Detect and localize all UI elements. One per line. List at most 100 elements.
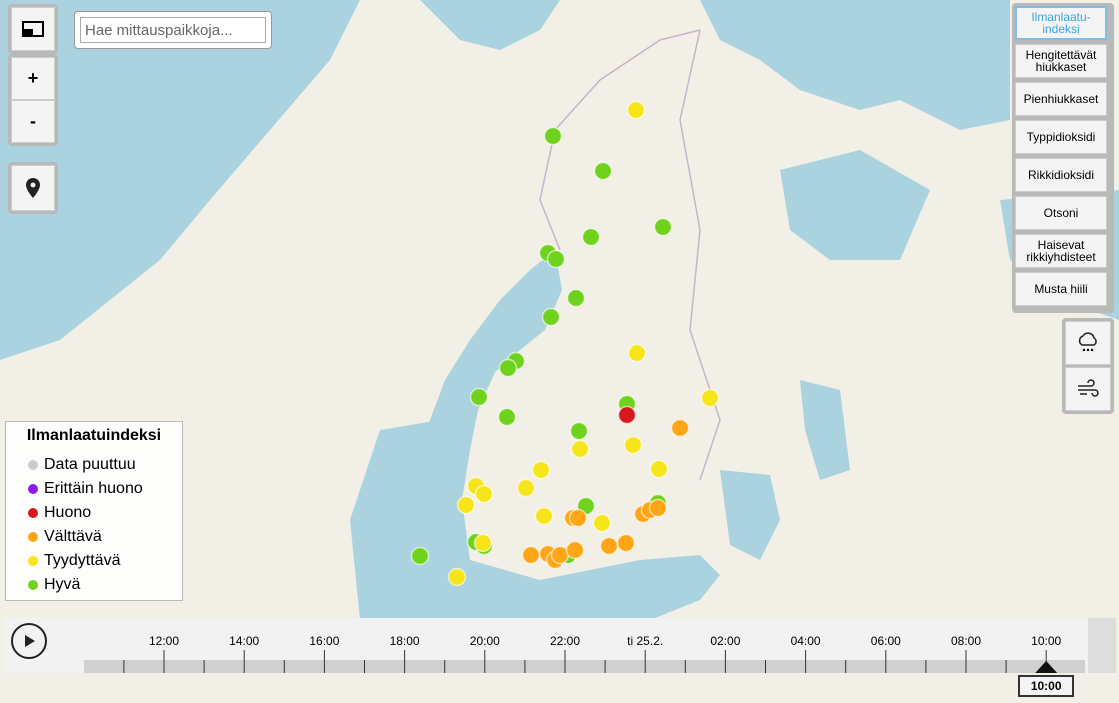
time-label: 02:00 [710,634,740,648]
layer-button[interactable] [11,7,55,51]
play-button[interactable] [11,623,47,659]
station[interactable] [648,498,668,518]
zoom-controls: + - [8,54,58,146]
station[interactable] [516,478,536,498]
station[interactable] [593,161,613,181]
station[interactable] [534,506,554,526]
legend-item: Välttävä [6,525,182,549]
station[interactable] [617,405,637,425]
zoom-in[interactable]: + [11,57,55,100]
legend-item: Tyydyttävä [6,549,182,573]
search-box[interactable]: Hae mittauspaikkoja... [74,11,272,49]
legend-item: Hyvä [6,573,182,597]
station[interactable] [649,459,669,479]
station[interactable] [569,421,589,441]
legend-swatch [28,460,38,470]
legend-label: Data puuttuu [44,456,136,473]
station[interactable] [627,343,647,363]
station[interactable] [541,307,561,327]
legend-title: Ilmanlaatuindeksi [26,427,162,444]
legend-item: Data puuttuu [6,453,182,477]
station[interactable] [410,546,430,566]
layer-button[interactable]: Rikkidioksidi [1015,158,1107,192]
time-label: 06:00 [871,634,901,648]
station[interactable] [570,439,590,459]
layer-menu: Ilmanlaatu-indeksi Hengitettävät hiukkase… [1012,3,1114,313]
station[interactable] [581,227,601,247]
station[interactable] [469,387,489,407]
station[interactable] [543,126,563,146]
time-label: 22:00 [550,634,580,648]
layer-toggle [8,4,58,54]
station[interactable] [653,217,673,237]
station[interactable] [616,533,636,553]
legend-swatch [28,532,38,542]
legend-item: Erittäin huono [6,477,182,501]
legend-swatch [28,508,38,518]
layer-button[interactable]: Haisevat rikkiyhdisteet [1015,234,1107,268]
current-time: 10:00 [1018,675,1075,697]
legend-label: Välttävä [44,528,102,545]
time-handle[interactable] [1035,661,1058,673]
station[interactable] [474,484,494,504]
legend-swatch [28,580,38,590]
legend-label: Tyydyttävä [44,552,121,569]
time-track[interactable] [84,660,1085,673]
borders [539,29,721,481]
time-label: 18:00 [390,634,420,648]
weather-controls [1062,318,1114,414]
station[interactable] [670,418,690,438]
time-label: ti 25.2. [627,634,663,648]
layer-button[interactable]: Hengitettävät hiukkaset [1015,44,1107,78]
layer-button[interactable]: Pienhiukkaset [1015,82,1107,116]
time-label: 14:00 [229,634,259,648]
time-label: 16:00 [309,634,339,648]
timeline-end [1088,618,1116,673]
locate-button[interactable] [11,165,55,211]
station[interactable] [566,288,586,308]
search-placeholder[interactable]: Hae mittauspaikkoja... [80,17,266,43]
timeline-svg: 12:00 14:00 16:00 18:00 20:00 22:00 ti 25.2. 02… [11,623,1085,673]
station[interactable] [592,513,612,533]
wind-button[interactable] [1065,367,1111,411]
station[interactable] [623,435,643,455]
station[interactable] [546,249,566,269]
zoom-out[interactable]: - [11,100,55,143]
layer-button[interactable]: Musta hiili [1015,272,1107,306]
layer-button[interactable]: Typpidioksidi [1015,120,1107,154]
legend: Ilmanlaatuindeksi Data puuttuu Erittäin hu… [5,421,183,601]
station[interactable] [599,536,619,556]
station[interactable] [531,460,551,480]
station[interactable] [626,100,646,120]
legend-label: Huono [44,504,92,521]
time-label: 10:00 [1031,634,1061,648]
timeline: 12:00 14:00 16:00 18:00 20:00 22:00 ti 25.2. 02… [4,618,1088,673]
legend-label: Hyvä [44,576,81,593]
time-label: 08:00 [951,634,981,648]
layer-button[interactable]: Ilmanlaatu-indeksi [1015,6,1107,40]
legend-label: Erittäin huono [44,480,143,497]
station[interactable] [456,495,476,515]
rain-icon [1078,332,1097,352]
layer-icon [22,21,44,37]
station[interactable] [447,567,467,587]
station[interactable] [498,358,518,378]
pin-icon [26,178,40,198]
time-label: 12:00 [149,634,179,648]
layer-button[interactable]: Otsoni [1015,196,1107,230]
station[interactable] [565,540,585,560]
time-label: 20:00 [470,634,500,648]
legend-swatch [28,556,38,566]
station[interactable] [473,533,493,553]
legend-swatch [28,484,38,494]
wind-icon [1078,379,1099,397]
station[interactable] [700,388,720,408]
locate-control [8,162,58,214]
rain-button[interactable] [1065,321,1111,365]
station[interactable] [521,545,541,565]
time-label: 04:00 [791,634,821,648]
station[interactable] [568,508,588,528]
station[interactable] [497,407,517,427]
play-icon [25,635,35,647]
